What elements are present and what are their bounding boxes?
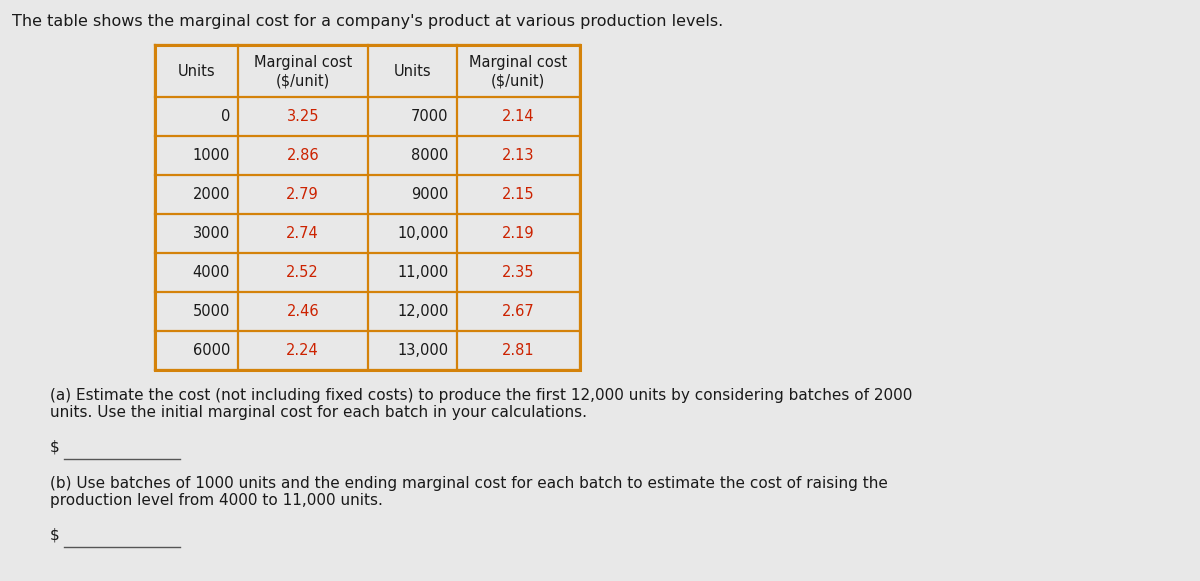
Text: 13,000: 13,000 — [397, 343, 449, 358]
Text: 9000: 9000 — [412, 187, 449, 202]
Text: 2.74: 2.74 — [287, 226, 319, 241]
Text: (a) Estimate the cost (not including fixed costs) to produce the first 12,000 un: (a) Estimate the cost (not including fix… — [50, 388, 912, 421]
Text: 3000: 3000 — [193, 226, 230, 241]
Text: 8000: 8000 — [412, 148, 449, 163]
Text: 2.86: 2.86 — [287, 148, 319, 163]
Text: 2.15: 2.15 — [502, 187, 535, 202]
Text: Units: Units — [178, 63, 215, 78]
Text: 2.14: 2.14 — [502, 109, 535, 124]
Text: 2.67: 2.67 — [502, 304, 535, 319]
Text: Marginal cost: Marginal cost — [469, 55, 568, 70]
Text: 4000: 4000 — [192, 265, 230, 280]
Text: Units: Units — [394, 63, 431, 78]
Text: $: $ — [50, 440, 60, 455]
Text: 2.46: 2.46 — [287, 304, 319, 319]
Text: 7000: 7000 — [412, 109, 449, 124]
Bar — [155, 45, 580, 370]
Text: 2.35: 2.35 — [502, 265, 535, 280]
Text: 0: 0 — [221, 109, 230, 124]
Text: 2.52: 2.52 — [287, 265, 319, 280]
Text: 6000: 6000 — [192, 343, 230, 358]
Text: $: $ — [50, 528, 60, 543]
Text: Marginal cost: Marginal cost — [253, 55, 352, 70]
Text: 11,000: 11,000 — [397, 265, 449, 280]
Text: 5000: 5000 — [192, 304, 230, 319]
Text: ($/unit): ($/unit) — [276, 74, 330, 88]
Text: 2.19: 2.19 — [502, 226, 535, 241]
Text: 2.79: 2.79 — [287, 187, 319, 202]
Text: 1000: 1000 — [192, 148, 230, 163]
Text: 2.13: 2.13 — [502, 148, 535, 163]
Text: 2.24: 2.24 — [287, 343, 319, 358]
Text: 2000: 2000 — [192, 187, 230, 202]
Text: 12,000: 12,000 — [397, 304, 449, 319]
Text: 2.81: 2.81 — [502, 343, 535, 358]
Text: ($/unit): ($/unit) — [491, 74, 546, 88]
Text: 10,000: 10,000 — [397, 226, 449, 241]
Text: The table shows the marginal cost for a company's product at various production : The table shows the marginal cost for a … — [12, 14, 724, 29]
Text: 3.25: 3.25 — [287, 109, 319, 124]
Text: (b) Use batches of 1000 units and the ending marginal cost for each batch to est: (b) Use batches of 1000 units and the en… — [50, 476, 888, 508]
